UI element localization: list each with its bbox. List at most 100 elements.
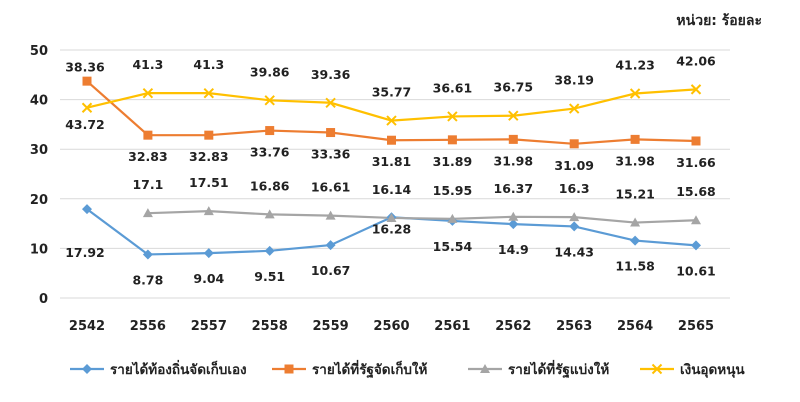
data-point: [82, 204, 92, 215]
legend-swatch: [70, 364, 104, 374]
y-tick-label: 40: [30, 94, 48, 109]
data-label: 17.51: [189, 175, 229, 190]
data-label: 31.66: [676, 155, 716, 170]
data-point: [569, 139, 579, 149]
y-tick-label: 20: [30, 193, 48, 208]
data-label: 16.14: [372, 182, 412, 197]
y-tick-label: 30: [30, 143, 48, 158]
data-point: [569, 221, 580, 232]
x-tick-label: 2558: [252, 319, 288, 334]
data-label: 35.77: [372, 85, 412, 100]
data-point: [142, 87, 154, 99]
data-point: [630, 134, 640, 144]
legend-label: รายได้ที่รัฐจัดเก็บให้: [312, 362, 428, 378]
data-label: 8.78: [132, 272, 163, 287]
x-tick-label: 2565: [678, 319, 714, 334]
data-point: [264, 245, 275, 256]
data-point: [630, 217, 641, 227]
x-tick-label: 2561: [434, 319, 470, 334]
data-point: [325, 210, 336, 220]
x-tick-label: 2564: [617, 319, 653, 334]
legend-item: รายได้ท้องถิ่นจัดเก็บเอง: [70, 358, 247, 380]
data-label: 39.86: [250, 64, 290, 79]
data-point: [386, 115, 397, 126]
legend: รายได้ท้องถิ่นจัดเก็บเอง รายได้ที่รัฐจัดเ…: [0, 352, 800, 382]
series-line: [147, 210, 697, 224]
data-point: [326, 128, 336, 138]
data-label: 41.23: [615, 57, 655, 72]
data-label: 11.58: [615, 259, 655, 274]
data-label: 39.36: [311, 67, 351, 82]
data-label: 16.61: [311, 180, 351, 195]
data-label: 32.83: [128, 149, 168, 164]
x-tick-label: 2557: [191, 319, 227, 334]
data-point: [82, 76, 92, 86]
data-label: 31.98: [615, 153, 655, 168]
data-label: 15.95: [433, 183, 473, 198]
data-point: [508, 211, 519, 221]
data-label: 33.36: [311, 147, 351, 162]
data-label: 16.86: [250, 178, 290, 193]
data-point: [629, 88, 641, 99]
data-label: 17.92: [65, 245, 105, 260]
data-point: [204, 130, 214, 140]
data-point: [508, 219, 519, 230]
data-label: 15.21: [615, 187, 655, 202]
data-point: [690, 84, 702, 95]
data-labels: 17.92 8.78 9.04 9.51 10.67 16.28 15.54 14.9 14.4…: [65, 53, 716, 287]
data-label: 42.06: [676, 53, 716, 68]
data-label: 15.54: [433, 239, 473, 254]
data-label: 38.19: [554, 73, 594, 88]
data-point: [265, 126, 275, 136]
legend-label: รายได้ท้องถิ่นจัดเก็บเอง: [110, 362, 247, 378]
data-point: [81, 102, 93, 113]
data-label: 31.89: [433, 154, 473, 169]
data-point: [691, 136, 701, 146]
data-label: 9.51: [254, 269, 285, 284]
x-tick-label: 2563: [556, 319, 592, 334]
data-label: 17.1: [132, 177, 163, 192]
unit-label: หน่วย: ร้อยละ: [676, 13, 762, 29]
x-tick-label: 2559: [313, 319, 349, 334]
data-point: [264, 209, 275, 219]
line-chart: 0 10 20 30 40 50 2542 2556 2557 2558 2559 2560 2561…: [30, 44, 730, 334]
legend-item: รายได้ที่รัฐจัดเก็บให้: [272, 358, 427, 380]
data-label: 36.61: [433, 80, 473, 95]
data-point: [203, 87, 215, 99]
legend-swatch: [468, 364, 502, 373]
data-label: 41.3: [132, 57, 163, 72]
data-point: [691, 215, 701, 225]
data-label: 10.67: [311, 263, 351, 278]
data-label: 10.61: [676, 263, 716, 278]
x-tick-label: 2542: [69, 319, 105, 334]
data-point: [143, 130, 153, 140]
y-axis: 0 10 20 30 40 50: [30, 44, 48, 307]
legend-swatch: [272, 364, 306, 374]
x-axis: 2542 2556 2557 2558 2559 2560 2561 2562 2563 2564…: [69, 319, 714, 334]
data-point: [264, 95, 275, 106]
data-label: 16.37: [494, 181, 534, 196]
data-point: [447, 213, 458, 223]
data-label: 43.72: [65, 117, 105, 132]
data-label: 33.76: [250, 145, 290, 160]
legend-item: รายได้ที่รัฐแบ่งให้: [468, 358, 609, 380]
data-label: 32.83: [189, 149, 229, 164]
data-point: [325, 97, 336, 108]
legend-label: รายได้ที่รัฐแบ่งให้: [508, 362, 610, 378]
data-point: [569, 212, 580, 222]
data-point: [508, 134, 518, 144]
data-label: 15.68: [676, 184, 716, 199]
series-markers: [81, 76, 702, 260]
data-point: [203, 248, 214, 259]
data-label: 14.9: [498, 242, 529, 257]
data-point: [142, 249, 153, 260]
data-label: 31.81: [372, 154, 412, 169]
data-point: [142, 208, 153, 218]
x-tick-label: 2556: [130, 319, 166, 334]
data-label: 36.75: [494, 80, 534, 95]
data-label: 14.43: [554, 244, 594, 259]
data-label: 9.04: [193, 271, 224, 286]
data-point: [387, 135, 396, 145]
data-point: [568, 103, 580, 114]
data-point: [630, 235, 641, 246]
